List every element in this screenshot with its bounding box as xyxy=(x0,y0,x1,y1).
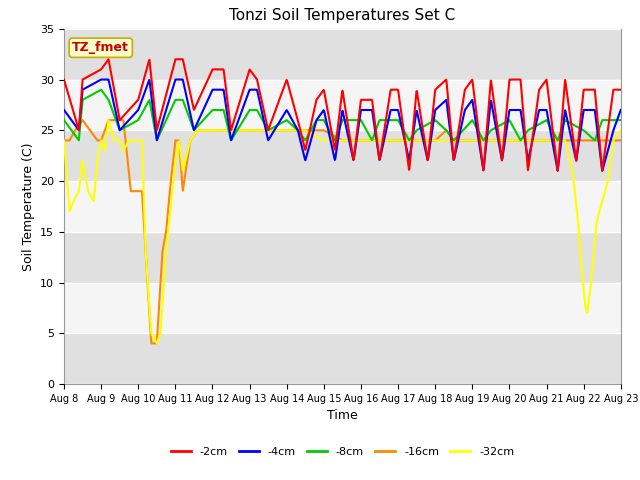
Bar xyxy=(64,29,621,80)
Title: Tonzi Soil Temperatures Set C: Tonzi Soil Temperatures Set C xyxy=(229,9,456,24)
Bar xyxy=(64,283,621,333)
Bar xyxy=(64,181,621,232)
X-axis label: Time: Time xyxy=(327,409,358,422)
Text: TZ_fmet: TZ_fmet xyxy=(72,41,129,54)
Bar xyxy=(64,80,621,130)
Bar xyxy=(64,333,621,384)
Y-axis label: Soil Temperature (C): Soil Temperature (C) xyxy=(22,142,35,271)
Bar xyxy=(64,232,621,283)
Legend: -2cm, -4cm, -8cm, -16cm, -32cm: -2cm, -4cm, -8cm, -16cm, -32cm xyxy=(166,443,518,462)
Bar xyxy=(64,130,621,181)
